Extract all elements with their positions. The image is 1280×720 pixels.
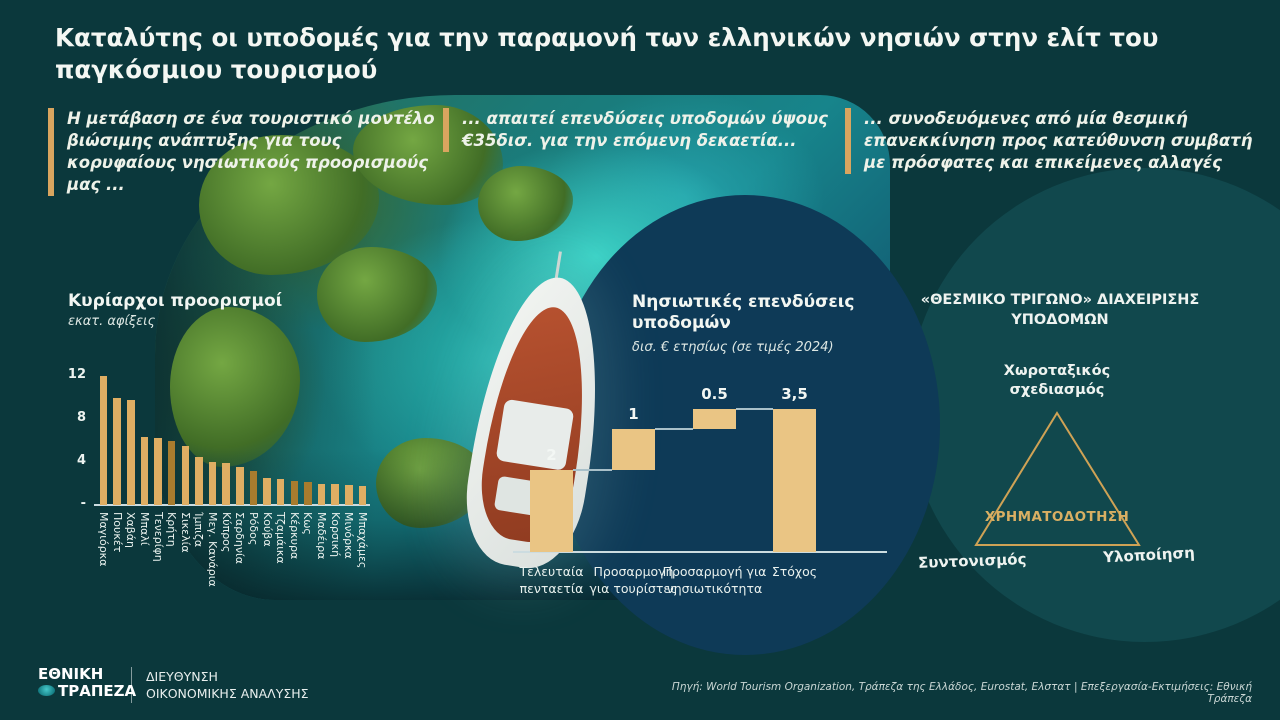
department: ΔΙΕΥΘΥΝΣΗ ΟΙΚΟΝΟΜΙΚΗΣ ΑΝΑΛΥΣΗΣ (146, 669, 309, 702)
bar (167, 440, 176, 505)
waterfall-bar (530, 470, 573, 552)
page-title: Καταλύτης οι υποδομές για την παραμονή τ… (55, 23, 1159, 85)
waterfall-value-label: 1 (628, 405, 639, 423)
waterfall-bar (693, 408, 736, 429)
waterfall-bar (612, 429, 655, 470)
bar (263, 478, 271, 505)
light-teal-circle (908, 168, 1280, 642)
bar (140, 437, 149, 505)
bar (317, 483, 326, 505)
source-note: Πηγή: World Tourism Organization, Τράπεζ… (671, 681, 1252, 705)
bar (331, 483, 339, 505)
y-tick-label: 4 (76, 453, 86, 468)
bar-chart-title: Κυρίαρχοι προορισμοί (68, 291, 283, 311)
callout-investment: ... απαιτεί επενδύσεις υποδομών ύψους €3… (443, 108, 862, 152)
y-tick-label: - (80, 496, 86, 511)
waterfall-connector (573, 469, 612, 471)
bar (154, 438, 162, 505)
bar (290, 481, 299, 505)
bar-chart-axis (94, 504, 370, 506)
waterfall-category-label: Στόχος (771, 564, 818, 579)
y-tick-label: 8 (76, 410, 86, 425)
bank-logo: ΕΘΝΙΚΗ ΤΡΑΠΕΖΑ (38, 665, 137, 701)
bar (236, 467, 244, 505)
bar (127, 399, 135, 505)
triangle-shape (974, 411, 1141, 546)
bar (208, 462, 217, 505)
waterfall-category-label: Τελευταία πενταετία (519, 564, 584, 596)
bar (358, 485, 367, 505)
triangle-title: «ΘΕΣΜΙΚΟ ΤΡΙΓΩΝΟ» ΔΙΑΧΕΙΡΙΣΗΣ ΥΠΟΔΟΜΩΝ (920, 292, 1200, 328)
navy-circle (550, 195, 940, 655)
callout-institutional: ... συνοδευόμενες από μία θεσμική επανεκ… (845, 108, 1264, 174)
waterfall-subtitle: δισ. € ετησίως (σε τιμές 2024) (632, 340, 834, 355)
bar (181, 445, 190, 505)
waterfall-connector (655, 428, 693, 430)
waterfall-title: Νησιωτικές επενδύσεις υποδομών (632, 292, 855, 334)
bar (345, 484, 353, 505)
logo-line1: ΕΘΝΙΚΗ (38, 665, 104, 683)
bar (249, 470, 258, 505)
triangle-bottom-left-label: Συντονισμός (917, 550, 1027, 572)
y-tick-label: 12 (67, 367, 86, 382)
triangle-top-label: Χωροταξικός σχεδιασμός (1003, 363, 1111, 398)
bar (276, 479, 285, 505)
waterfall-category-label: Προσαρμογή για νησιωτικότητα (662, 564, 767, 596)
waterfall-value-label: 2 (546, 446, 557, 464)
waterfall-value-label: 0.5 (701, 384, 728, 403)
waterfall-value-label: 3,5 (781, 384, 808, 403)
bar (222, 463, 230, 505)
triangle-center-label: ΧΡΗΜΑΤΟΔΟΤΗΣΗ (984, 509, 1130, 525)
logo-line2: ΤΡΑΠΕΖΑ (58, 682, 137, 701)
waterfall-axis (513, 551, 887, 553)
department-line2: ΟΙΚΟΝΟΜΙΚΗΣ ΑΝΑΛΥΣΗΣ (146, 685, 309, 701)
bar (99, 376, 108, 505)
waterfall-connector (736, 407, 773, 410)
department-line1: ΔΙΕΥΘΥΝΣΗ (146, 669, 218, 684)
footer-divider (131, 667, 132, 703)
callout-transition: Η μετάβαση σε ένα τουριστικό μοντέλο βιώ… (48, 108, 449, 196)
waterfall-category-label: Προσαρμογή για τουρίστες (589, 564, 678, 596)
bar (195, 456, 203, 505)
bar (113, 397, 121, 505)
bar (304, 482, 312, 505)
bar-chart-subtitle: εκατ. αφίξεις (68, 314, 156, 329)
bank-emblem-icon (38, 685, 55, 697)
waterfall-bar (773, 408, 816, 552)
